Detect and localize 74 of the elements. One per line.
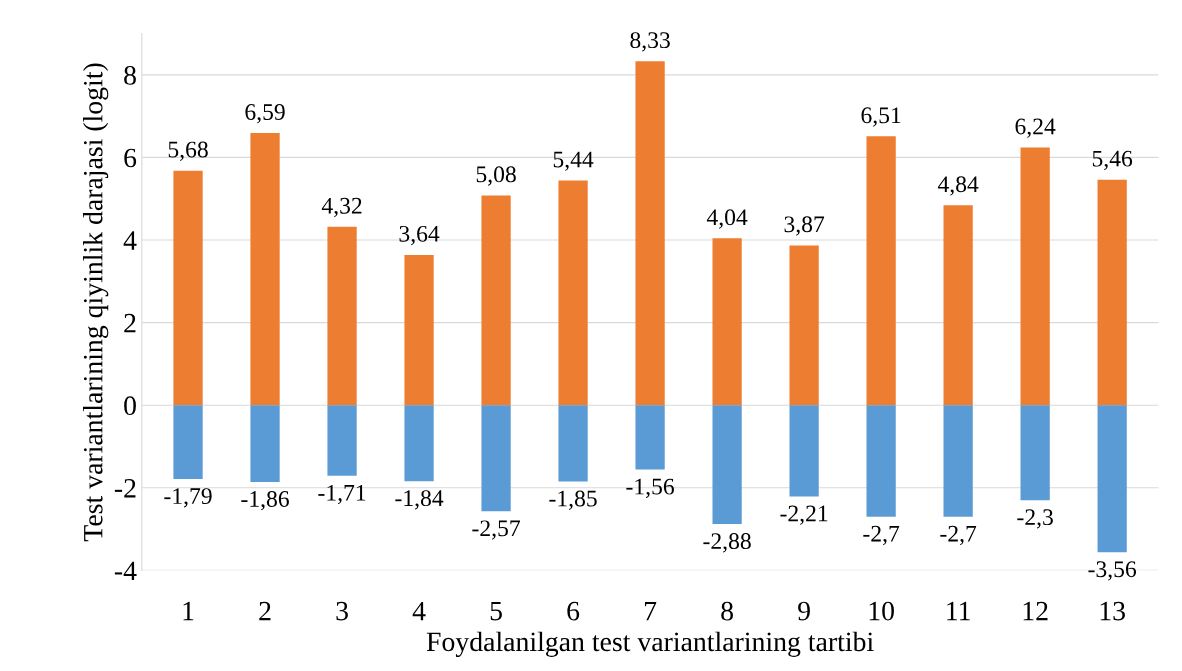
data-label: 6,59	[245, 104, 285, 124]
y-axis-title: Test variantlarining qiyinlik darajasi (logit)	[83, 63, 109, 542]
data-label: 6,51	[861, 107, 901, 127]
bar	[635, 61, 665, 406]
x-tick-label: 7	[644, 601, 657, 621]
bar	[789, 245, 819, 406]
x-tick-label: 3	[336, 601, 348, 621]
x-tick-label: 13	[1100, 601, 1125, 621]
bar	[943, 405, 973, 517]
bar	[173, 405, 203, 480]
bar	[404, 254, 434, 406]
bar	[404, 405, 434, 482]
bar	[1020, 147, 1050, 406]
bar	[866, 405, 896, 517]
x-tick-label: 6	[567, 601, 580, 621]
x-tick-label: 12	[1023, 601, 1048, 621]
y-tick-label: 0	[124, 396, 136, 416]
bar	[250, 405, 280, 482]
bar	[1020, 405, 1050, 501]
data-label: 5,08	[476, 166, 516, 186]
bar	[943, 205, 973, 406]
bar	[250, 133, 280, 406]
data-label: -1,86	[241, 491, 289, 511]
data-label: -1,84	[395, 490, 444, 510]
bar	[1097, 179, 1127, 406]
data-label: -2,7	[863, 525, 900, 546]
bar	[866, 136, 896, 406]
x-tick-label: 2	[259, 601, 271, 621]
data-label: -2,88	[703, 533, 751, 553]
data-label: 4,04	[706, 209, 748, 229]
data-label: -2,7	[940, 525, 977, 546]
y-tick-label: -2	[114, 479, 136, 498]
bar	[1097, 405, 1127, 553]
data-label: 8,33	[630, 32, 670, 52]
data-label: -1,56	[626, 478, 674, 498]
y-tick-label: 8	[124, 66, 136, 85]
y-tick-label: 6	[124, 148, 137, 168]
x-tick-label: 8	[721, 601, 733, 621]
bar	[173, 170, 203, 406]
bar	[481, 405, 511, 512]
bar	[327, 226, 357, 406]
bar	[635, 405, 665, 470]
x-tick-label: 4	[412, 601, 426, 621]
y-tick-label: -4	[114, 561, 137, 580]
data-label: -1,85	[549, 490, 597, 510]
x-tick-label: 5	[490, 601, 502, 621]
bar	[481, 195, 511, 406]
data-label: -2,57	[472, 520, 520, 540]
x-tick-label: 10	[869, 601, 894, 621]
data-label: -3,56	[1088, 561, 1137, 581]
x-tick-label: 1	[183, 601, 194, 621]
data-label: 4,32	[321, 197, 362, 218]
x-tick-label: 9	[798, 601, 810, 621]
bar	[712, 238, 742, 406]
data-label: -2,21	[780, 505, 828, 525]
data-label: -2,3	[1017, 509, 1053, 529]
data-label: 3,87	[784, 216, 825, 236]
data-label: -1,71	[318, 484, 366, 505]
bar	[558, 180, 588, 406]
data-label: 5,44	[553, 151, 594, 171]
y-tick-label: 2	[124, 313, 136, 333]
bar	[789, 405, 819, 497]
data-label: 5,68	[168, 141, 208, 161]
data-label: -1,79	[164, 488, 212, 508]
bar	[712, 405, 742, 525]
bar	[327, 405, 357, 476]
data-label: 6,24	[1015, 118, 1056, 138]
x-tick-label: 11	[947, 601, 970, 621]
data-label: 3,64	[399, 225, 440, 246]
x-axis-title: Foydalanilgan test variantlarining tartibi	[426, 631, 874, 657]
data-label: 5,46	[1092, 150, 1133, 170]
data-label: 4,84	[937, 176, 979, 196]
y-tick-label: 4	[123, 231, 137, 250]
bar	[558, 405, 588, 482]
